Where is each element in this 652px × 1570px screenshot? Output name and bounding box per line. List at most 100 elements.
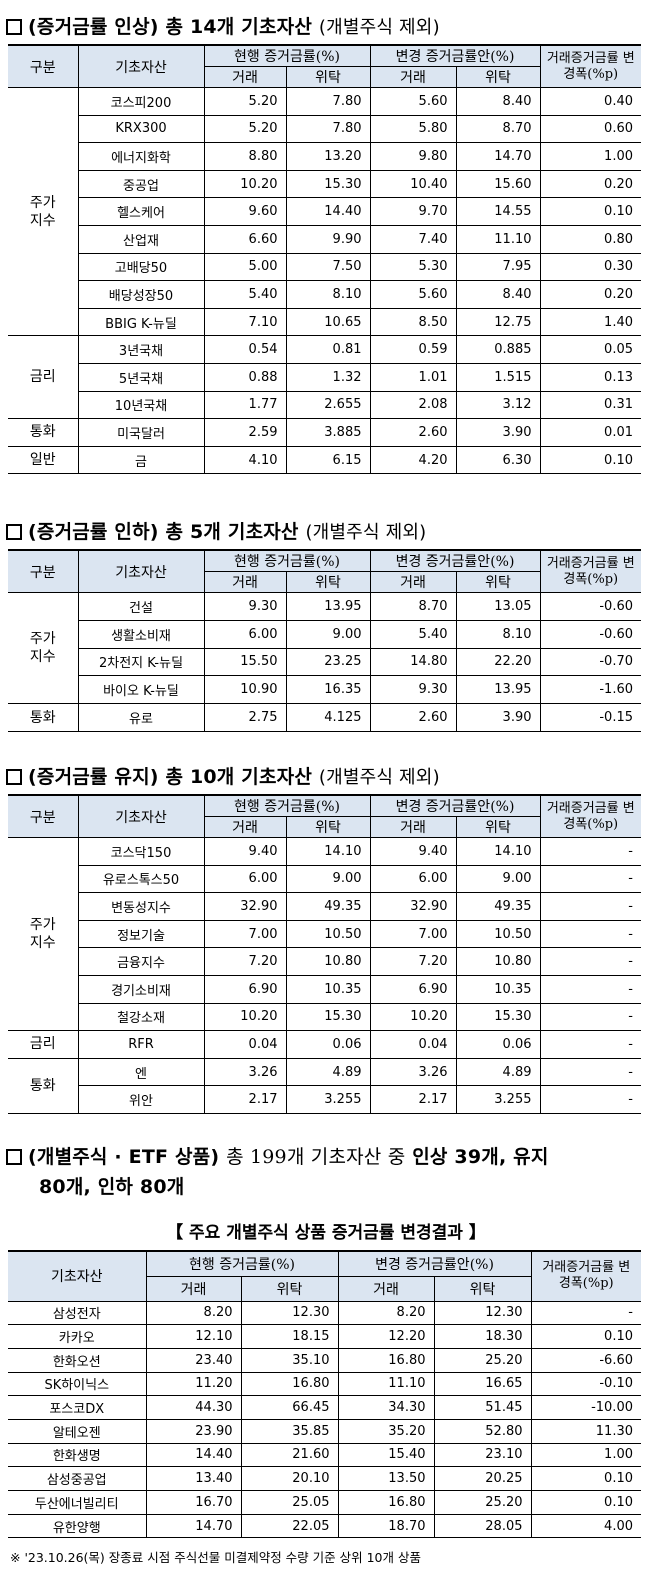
asset-cell: 알테오젠 bbox=[8, 1418, 147, 1444]
new-trust-cell: 20.25 bbox=[433, 1466, 532, 1491]
cur-trade-cell: 0.88 bbox=[203, 362, 287, 392]
new-trust-cell: 11.10 bbox=[455, 224, 541, 254]
cur-trust-cell: 8.10 bbox=[285, 280, 371, 309]
header-trust: 위탁 bbox=[285, 571, 371, 593]
asset-cell: 경기소비재 bbox=[78, 974, 205, 1004]
asset-cell: 생활소비재 bbox=[78, 619, 205, 649]
change-cell: 0.10 bbox=[530, 1324, 641, 1349]
cur-trade-cell: 7.00 bbox=[203, 919, 287, 949]
header-trust: 위탁 bbox=[285, 66, 371, 88]
change-cell: 1.00 bbox=[530, 1442, 641, 1468]
cur-trade-cell: 13.40 bbox=[145, 1466, 242, 1491]
cur-trade-cell: 44.30 bbox=[145, 1395, 242, 1420]
change-cell: - bbox=[539, 864, 641, 894]
header-proposed: 변경 증거금률안(%) bbox=[369, 549, 541, 572]
table-row: 한화생명 14.40 21.60 15.40 23.10 1.00 bbox=[8, 1442, 641, 1468]
table-row: 통화 유로 2.75 4.125 2.60 3.90 -0.15 bbox=[8, 703, 641, 732]
new-trust-cell: 23.10 bbox=[433, 1442, 532, 1468]
cur-trade-cell: 1.77 bbox=[203, 390, 287, 420]
asset-cell: 두산에너빌리티 bbox=[8, 1490, 147, 1515]
change-cell: -1.60 bbox=[539, 675, 641, 705]
asset-cell: 건설 bbox=[77, 592, 205, 621]
change-cell: 0.80 bbox=[539, 224, 641, 254]
cur-trust-cell: 35.10 bbox=[240, 1347, 339, 1373]
cur-trust-cell: 15.30 bbox=[285, 1002, 371, 1032]
change-cell: -6.60 bbox=[530, 1347, 641, 1373]
cur-trust-cell: 25.05 bbox=[240, 1490, 339, 1515]
table-row: 산업재 6.60 9.90 7.40 11.10 0.80 bbox=[8, 224, 641, 254]
new-trade-cell: 16.80 bbox=[337, 1490, 435, 1515]
change-cell: -0.60 bbox=[539, 619, 641, 649]
header-proposed: 변경 증거금률안(%) bbox=[337, 1250, 532, 1277]
new-trust-cell: 8.40 bbox=[455, 280, 541, 309]
change-cell: - bbox=[539, 947, 641, 976]
change-cell: - bbox=[539, 974, 641, 1004]
checkbox-square-icon bbox=[6, 524, 22, 540]
new-trade-cell: 2.60 bbox=[369, 418, 457, 447]
new-trade-cell: 35.20 bbox=[337, 1418, 435, 1444]
change-cell: - bbox=[530, 1300, 641, 1326]
table-row: 금리 3년국채 0.54 0.81 0.59 0.885 0.05 bbox=[8, 335, 641, 420]
new-trust-cell: 49.35 bbox=[455, 892, 541, 921]
cur-trust-cell: 16.35 bbox=[285, 675, 371, 705]
cur-trust-cell: 22.05 bbox=[240, 1513, 339, 1539]
cur-trust-cell: 4.89 bbox=[285, 1057, 371, 1087]
asset-cell: 중공업 bbox=[78, 169, 205, 199]
table-header: 구분 기초자산 현행 증거금률(%) 변경 증거금률안(%) 거래증거금률 변경폭(%p… bbox=[8, 549, 641, 593]
table-row: 카카오 12.10 18.15 12.20 18.30 0.10 bbox=[8, 1324, 641, 1349]
cur-trust-cell: 7.50 bbox=[285, 252, 371, 282]
header-trade: 거래 bbox=[369, 816, 457, 838]
table-row: 2차전지 K-뉴딜 15.50 23.25 14.80 22.20 -0.70 bbox=[8, 647, 641, 677]
cur-trust-cell: 21.60 bbox=[240, 1442, 339, 1468]
table-row: 유로스톡스50 6.00 9.00 6.00 9.00- bbox=[8, 864, 641, 894]
new-trade-cell: 8.20 bbox=[337, 1300, 435, 1326]
new-trade-cell: 5.60 bbox=[369, 280, 457, 309]
cur-trade-cell: 10.20 bbox=[203, 169, 287, 199]
table-row: 주가 지수 코스피200 5.20 7.80 5.60 8.40 0.40 bbox=[8, 86, 641, 337]
header-trade: 거래 bbox=[369, 571, 457, 593]
new-trade-cell: 0.59 bbox=[369, 335, 457, 364]
new-trade-cell: 7.20 bbox=[369, 947, 457, 976]
new-trust-cell: 10.50 bbox=[455, 919, 541, 949]
new-trust-cell: 10.80 bbox=[455, 947, 541, 976]
table-header: 구분 기초자산 현행 증거금률(%) 변경 증거금률안(%) 거래증거금률 변경폭(%p… bbox=[8, 44, 641, 88]
asset-cell: 유로 bbox=[77, 703, 205, 732]
cur-trust-cell: 20.10 bbox=[240, 1466, 339, 1491]
cur-trust-cell: 10.80 bbox=[285, 947, 371, 976]
new-trade-cell: 32.90 bbox=[369, 892, 457, 921]
asset-cell: 금 bbox=[77, 445, 205, 475]
change-cell: 11.30 bbox=[530, 1418, 641, 1444]
cur-trust-cell: 9.90 bbox=[285, 224, 371, 254]
asset-cell: 유로스톡스50 bbox=[78, 864, 205, 894]
new-trade-cell: 5.60 bbox=[369, 87, 457, 116]
cur-trust-cell: 3.255 bbox=[285, 1085, 371, 1114]
lower-table: 구분 기초자산 현행 증거금률(%) 변경 증거금률안(%) 거래증거금률 변경폭(%p… bbox=[8, 549, 641, 732]
cur-trust-cell: 35.85 bbox=[240, 1418, 339, 1444]
category-cell: 통화 bbox=[8, 703, 79, 732]
cur-trade-cell: 5.40 bbox=[203, 280, 287, 309]
asset-cell: 배당성장50 bbox=[78, 280, 205, 309]
change-cell: 0.13 bbox=[539, 362, 641, 392]
header-change: 거래증거금률 변경폭(%p) bbox=[539, 549, 641, 593]
cur-trade-cell: 32.90 bbox=[203, 892, 287, 921]
table-row: 철강소재 10.20 15.30 10.20 15.30- bbox=[8, 1002, 641, 1032]
new-trade-cell: 15.40 bbox=[337, 1442, 435, 1468]
cur-trade-cell: 8.20 bbox=[145, 1300, 242, 1326]
table-row: 일반 금 4.10 6.15 4.20 6.30 0.10 bbox=[8, 445, 641, 475]
cur-trust-cell: 3.885 bbox=[285, 418, 371, 447]
new-trust-cell: 0.885 bbox=[455, 335, 541, 364]
new-trade-cell: 16.80 bbox=[337, 1347, 435, 1373]
new-trade-cell: 7.40 bbox=[369, 224, 457, 254]
new-trust-cell: 3.12 bbox=[455, 390, 541, 420]
new-trust-cell: 51.45 bbox=[433, 1395, 532, 1420]
change-cell: -0.60 bbox=[539, 592, 641, 621]
new-trade-cell: 13.50 bbox=[337, 1466, 435, 1491]
section-4-title: (개별주식 · ETF 상품) bbox=[28, 1146, 220, 1168]
new-trade-cell: 4.20 bbox=[369, 445, 457, 475]
section-3-note: (개별주식 제외) bbox=[318, 767, 440, 788]
section-2-heading: (증거금률 인하) 총 5개 기초자산 (개별주식 제외) bbox=[6, 517, 426, 544]
new-trust-cell: 7.95 bbox=[455, 252, 541, 282]
change-cell: - bbox=[539, 1002, 641, 1032]
asset-cell: 정보기술 bbox=[78, 919, 205, 949]
header-current: 현행 증거금률(%) bbox=[203, 794, 371, 817]
